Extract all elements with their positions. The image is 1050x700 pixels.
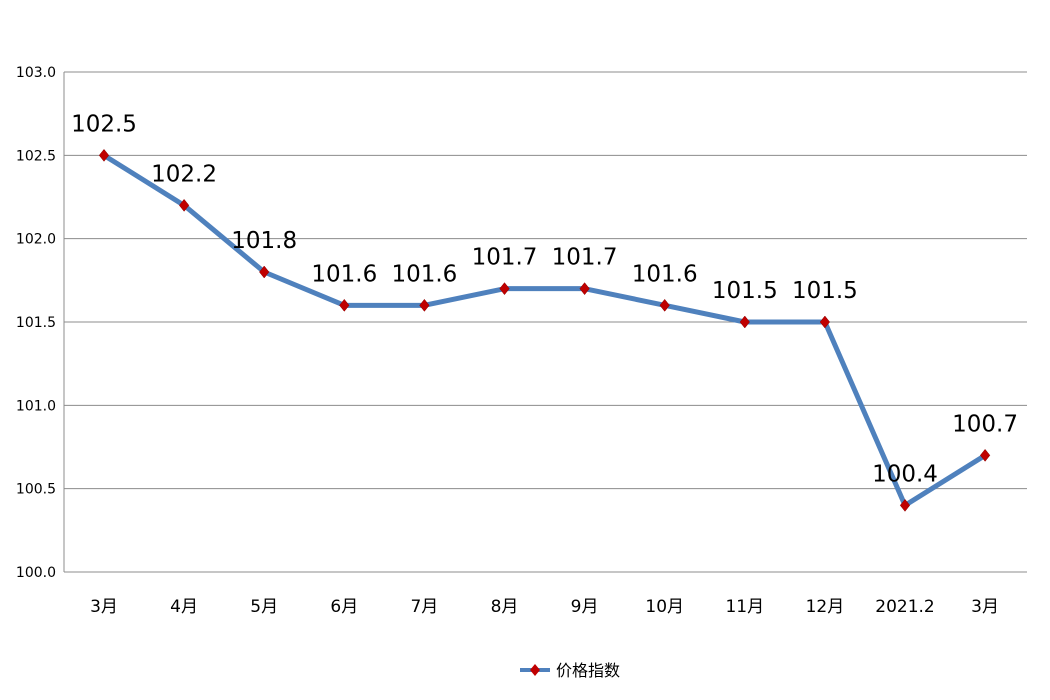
x-tick-label: 4月 [170, 597, 198, 617]
data-label: 101.5 [792, 278, 858, 304]
legend-marker-swatch [530, 664, 540, 676]
data-point-marker [899, 498, 911, 512]
x-tick-label: 8月 [491, 597, 519, 617]
x-axis-ticks: 3月 4月 5月 6月 7月 8月 9月 10月 11月 12月 2021.2 3月 [90, 597, 999, 617]
x-tick-label: 6月 [330, 597, 358, 617]
x-tick-label: 10月 [645, 597, 684, 617]
data-point-marker [419, 298, 430, 312]
y-tick-label: 102.0 [16, 232, 56, 248]
data-label: 102.2 [151, 161, 217, 187]
legend-label: 价格指数 [556, 661, 620, 680]
data-point-marker [98, 148, 110, 162]
data-point-marker [979, 448, 991, 462]
data-point-marker [659, 298, 670, 312]
y-tick-label: 102.5 [16, 148, 56, 164]
data-point-marker [579, 282, 590, 296]
y-tick-label: 100.5 [16, 482, 56, 498]
data-point-marker [499, 282, 510, 296]
data-point-marker [819, 315, 831, 329]
data-label: 100.7 [952, 411, 1018, 437]
data-label: 101.7 [472, 245, 538, 271]
x-tick-label: 11月 [725, 597, 764, 617]
data-point-marker [178, 198, 190, 212]
x-tick-label: 7月 [410, 597, 438, 617]
x-tick-label: 3月 [971, 597, 999, 617]
data-label: 100.4 [872, 461, 938, 487]
y-tick-label: 101.5 [16, 315, 56, 331]
data-label: 101.6 [311, 261, 377, 287]
x-tick-label: 12月 [806, 597, 845, 617]
data-label: 101.6 [391, 261, 457, 287]
series [98, 148, 991, 512]
y-axis-ticks: 103.0 102.5 102.0 101.5 101.0 100.5 100.0 [16, 65, 56, 581]
series-line [101, 152, 988, 508]
x-tick-label: 5月 [250, 597, 278, 617]
data-point-marker [259, 265, 270, 279]
data-label: 101.5 [712, 278, 778, 304]
x-tick-label: 2021.2 [875, 597, 934, 617]
data-label: 102.5 [71, 111, 137, 137]
data-label: 101.7 [552, 245, 618, 271]
data-label: 101.6 [632, 261, 698, 287]
y-tick-label: 100.0 [16, 565, 56, 581]
x-tick-label: 9月 [571, 597, 599, 617]
x-tick-label: 3月 [90, 597, 118, 617]
grid [64, 71, 1027, 490]
data-point-marker [739, 315, 750, 329]
data-label: 101.8 [231, 228, 297, 254]
legend: 价格指数 [520, 661, 620, 680]
axes [63, 72, 1027, 573]
data-labels: 102.5 102.2 101.8 101.6 101.6 101.7 101.7 101.6… [71, 111, 1018, 487]
y-tick-label: 103.0 [16, 65, 56, 81]
y-tick-label: 101.0 [16, 398, 56, 414]
data-point-marker [339, 298, 350, 312]
